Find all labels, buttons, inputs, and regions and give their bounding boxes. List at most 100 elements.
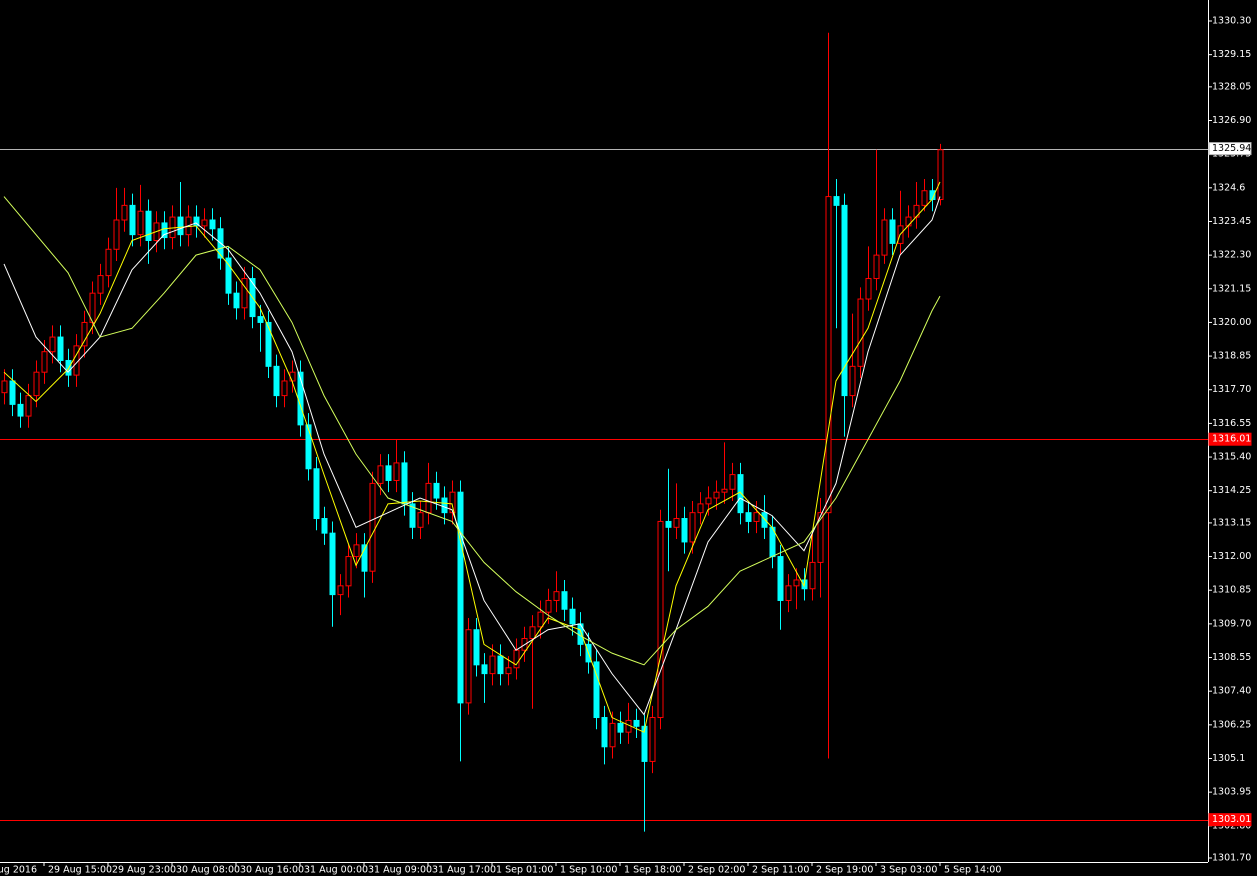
candle-body bbox=[457, 491, 464, 704]
candle-body bbox=[889, 219, 896, 244]
candle-body bbox=[169, 216, 176, 239]
candle-body bbox=[1, 380, 8, 394]
candle-body bbox=[225, 257, 232, 294]
x-tick-label: 1 Sep 10:00 bbox=[560, 865, 617, 876]
candle-body bbox=[849, 365, 856, 397]
candle-body bbox=[833, 196, 840, 206]
candle-body bbox=[537, 611, 544, 628]
candle-body bbox=[473, 629, 480, 666]
candle-body bbox=[417, 512, 424, 528]
candle-body bbox=[729, 474, 736, 490]
candle-body bbox=[745, 512, 752, 522]
candle-body bbox=[697, 503, 704, 514]
y-tick-label: 1330.30 bbox=[1212, 16, 1251, 27]
x-start-label: Aug 2016 bbox=[0, 865, 37, 876]
candle-body bbox=[593, 661, 600, 719]
candle-body bbox=[785, 585, 792, 601]
candle-body bbox=[257, 316, 264, 323]
candle-body bbox=[385, 465, 392, 481]
candle-body bbox=[57, 336, 64, 361]
x-tick-label: 5 Sep 14:00 bbox=[944, 865, 1001, 876]
moving-average bbox=[3, 196, 941, 716]
x-tick-label: 2 Sep 19:00 bbox=[816, 865, 873, 876]
candle-body bbox=[905, 216, 912, 227]
y-tick-label: 1303.95 bbox=[1212, 787, 1251, 798]
price-label: 1325.94 bbox=[1212, 143, 1251, 154]
x-tick-label: 2 Sep 11:00 bbox=[752, 865, 809, 876]
candle-body bbox=[137, 210, 144, 236]
candle-body bbox=[161, 222, 168, 239]
candle-body bbox=[673, 518, 680, 528]
candle-body bbox=[321, 518, 328, 534]
candle-body bbox=[233, 292, 240, 309]
candle-body bbox=[529, 626, 536, 640]
y-tick-label: 1313.15 bbox=[1212, 517, 1251, 528]
y-tick-label: 1315.40 bbox=[1212, 452, 1251, 463]
x-tick-label: 30 Aug 08:00 bbox=[176, 865, 240, 876]
candle-body bbox=[145, 210, 152, 241]
candle-body bbox=[337, 585, 344, 596]
candle-body bbox=[401, 462, 408, 505]
y-tick-label: 1306.25 bbox=[1212, 719, 1251, 730]
y-tick-label: 1310.85 bbox=[1212, 585, 1251, 596]
candle-body bbox=[809, 561, 816, 590]
candle-body bbox=[617, 722, 624, 733]
candle-body bbox=[17, 403, 24, 417]
y-tick-label: 1305.1 bbox=[1212, 753, 1245, 764]
x-tick-label: 1 Sep 18:00 bbox=[624, 865, 681, 876]
candle-body bbox=[481, 664, 488, 675]
candle-body bbox=[825, 196, 832, 514]
x-tick-label: 30 Aug 16:00 bbox=[240, 865, 304, 876]
price-label-box bbox=[1208, 142, 1252, 156]
candle-body bbox=[793, 579, 800, 587]
candle-body bbox=[553, 591, 560, 601]
candle-body bbox=[633, 719, 640, 727]
candle-body bbox=[753, 512, 760, 522]
candle-body bbox=[81, 321, 88, 347]
candle-body bbox=[865, 278, 872, 300]
candle-body bbox=[369, 482, 376, 572]
candle-body bbox=[721, 488, 728, 493]
x-tick-label: 29 Aug 15:00 bbox=[48, 865, 112, 876]
y-tick-label: 1318.85 bbox=[1212, 351, 1251, 362]
candle-body bbox=[873, 254, 880, 280]
candle-body bbox=[777, 556, 784, 601]
candle-body bbox=[305, 424, 312, 470]
candle-body bbox=[25, 395, 32, 417]
candle-body bbox=[817, 512, 824, 563]
y-tick-label: 1321.15 bbox=[1212, 283, 1251, 294]
y-tick-label: 1307.40 bbox=[1212, 686, 1251, 697]
candle-body bbox=[441, 497, 448, 514]
y-tick-label: 1326.90 bbox=[1212, 115, 1251, 126]
x-tick-label: 1 Sep 01:00 bbox=[496, 865, 553, 876]
y-tick-label: 1301.70 bbox=[1212, 853, 1251, 864]
candle-body bbox=[705, 497, 712, 505]
candle-body bbox=[129, 204, 136, 236]
moving-average bbox=[3, 181, 941, 733]
y-tick-label: 1316.55 bbox=[1212, 418, 1251, 429]
candle-body bbox=[281, 380, 288, 397]
y-tick-label: 1317.70 bbox=[1212, 384, 1251, 395]
candle-body bbox=[353, 544, 360, 558]
candle-body bbox=[601, 717, 608, 748]
x-tick-label: 3 Sep 03:00 bbox=[880, 865, 937, 876]
moving-average bbox=[3, 196, 941, 666]
price-label-box bbox=[1208, 432, 1252, 446]
candle-body bbox=[289, 371, 296, 382]
candle-body bbox=[201, 219, 208, 227]
candle-body bbox=[841, 204, 848, 397]
candle-body bbox=[497, 655, 504, 675]
candle-body bbox=[113, 219, 120, 250]
candle-body bbox=[641, 725, 648, 762]
candle-body bbox=[449, 491, 456, 514]
candle-body bbox=[105, 248, 112, 277]
candle-body bbox=[561, 591, 568, 610]
x-tick-label: 31 Aug 00:00 bbox=[304, 865, 368, 876]
candle-body bbox=[345, 556, 352, 587]
candle-body bbox=[857, 298, 864, 367]
x-tick-label: 31 Aug 09:00 bbox=[368, 865, 432, 876]
y-tick-label: 1314.25 bbox=[1212, 485, 1251, 496]
price-label-box bbox=[1208, 813, 1252, 827]
